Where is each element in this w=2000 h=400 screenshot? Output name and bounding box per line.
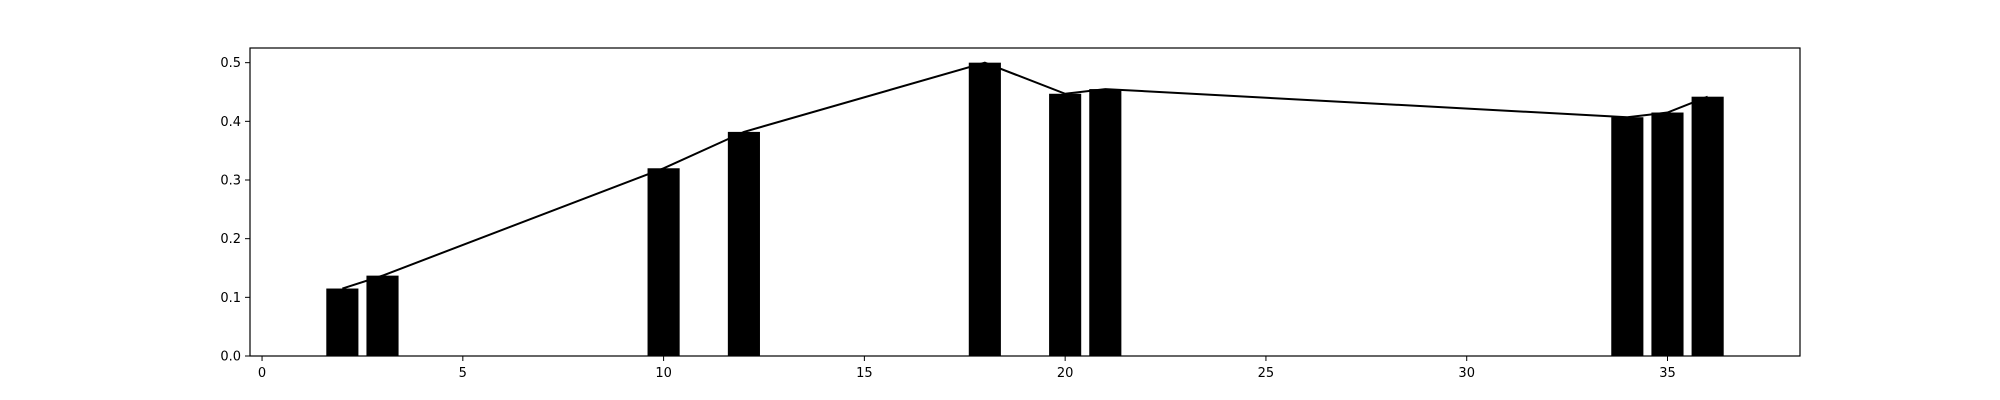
x-axis: 0 5 10 15 20 25 30 35 xyxy=(258,356,1676,381)
bar-36 xyxy=(1691,96,1724,356)
x-tick-label: 35 xyxy=(1659,366,1676,381)
bar-10 xyxy=(647,168,680,356)
y-tick-label: 0.4 xyxy=(220,115,241,130)
plot-frame xyxy=(249,47,1801,357)
bar-12 xyxy=(727,131,760,356)
y-tick-label: 0.1 xyxy=(220,291,241,306)
x-tick-label: 25 xyxy=(1258,366,1275,381)
y-tick-label: 0.3 xyxy=(220,174,241,189)
y-tick-label: 0.5 xyxy=(220,56,241,71)
bar-35 xyxy=(1651,112,1684,356)
trend-line xyxy=(342,61,1709,290)
x-tick-label: 20 xyxy=(1057,366,1074,381)
bar-2 xyxy=(326,288,359,356)
x-tick-label: 15 xyxy=(856,366,873,381)
bars-group xyxy=(326,62,1724,357)
bar-20 xyxy=(1049,93,1082,356)
y-axis: 0.0 0.1 0.2 0.3 0.4 0.5 xyxy=(220,56,250,365)
bar-21 xyxy=(1089,89,1122,356)
x-tick-label: 30 xyxy=(1458,366,1475,381)
x-tick-label: 5 xyxy=(459,366,467,381)
y-tick-label: 0.2 xyxy=(220,232,241,247)
bar-34 xyxy=(1611,117,1644,356)
bar-18 xyxy=(968,62,1001,357)
y-tick-label: 0.0 xyxy=(220,350,241,365)
bar-3 xyxy=(366,275,399,356)
x-tick-label: 10 xyxy=(655,366,672,381)
x-tick-label: 0 xyxy=(258,366,266,381)
